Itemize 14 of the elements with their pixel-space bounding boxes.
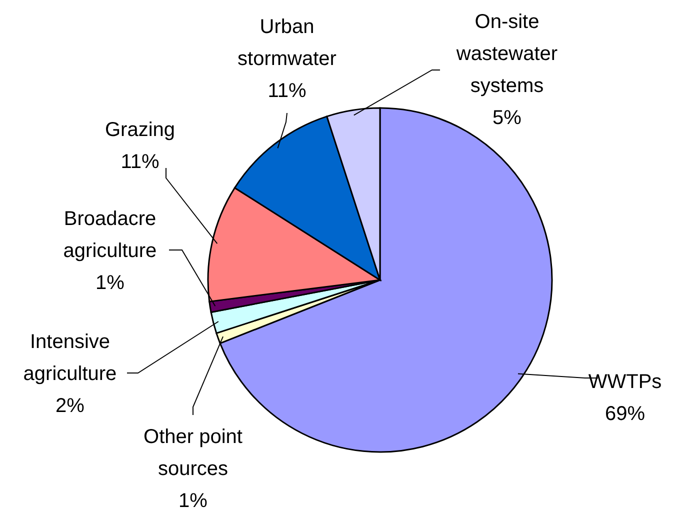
data-label: 1% xyxy=(178,490,208,511)
slice-label: Other point sources xyxy=(144,426,243,480)
slice-label: Intensive agriculture xyxy=(23,331,117,385)
slice-label: Urban stormwater xyxy=(238,16,337,70)
data-label: 2% xyxy=(56,395,85,417)
data-label: 11% xyxy=(120,151,160,173)
data-label: 69% xyxy=(604,403,646,425)
slice-label: Grazing xyxy=(104,119,176,141)
slice-label: WWTPs xyxy=(588,371,662,393)
data-label: 11% xyxy=(268,80,306,102)
slice-label: Broadacre agriculture xyxy=(63,208,157,262)
data-label: 1% xyxy=(96,272,125,294)
data-label: 5% xyxy=(492,107,522,129)
slice-label: On-site wastewater systems xyxy=(455,11,558,97)
